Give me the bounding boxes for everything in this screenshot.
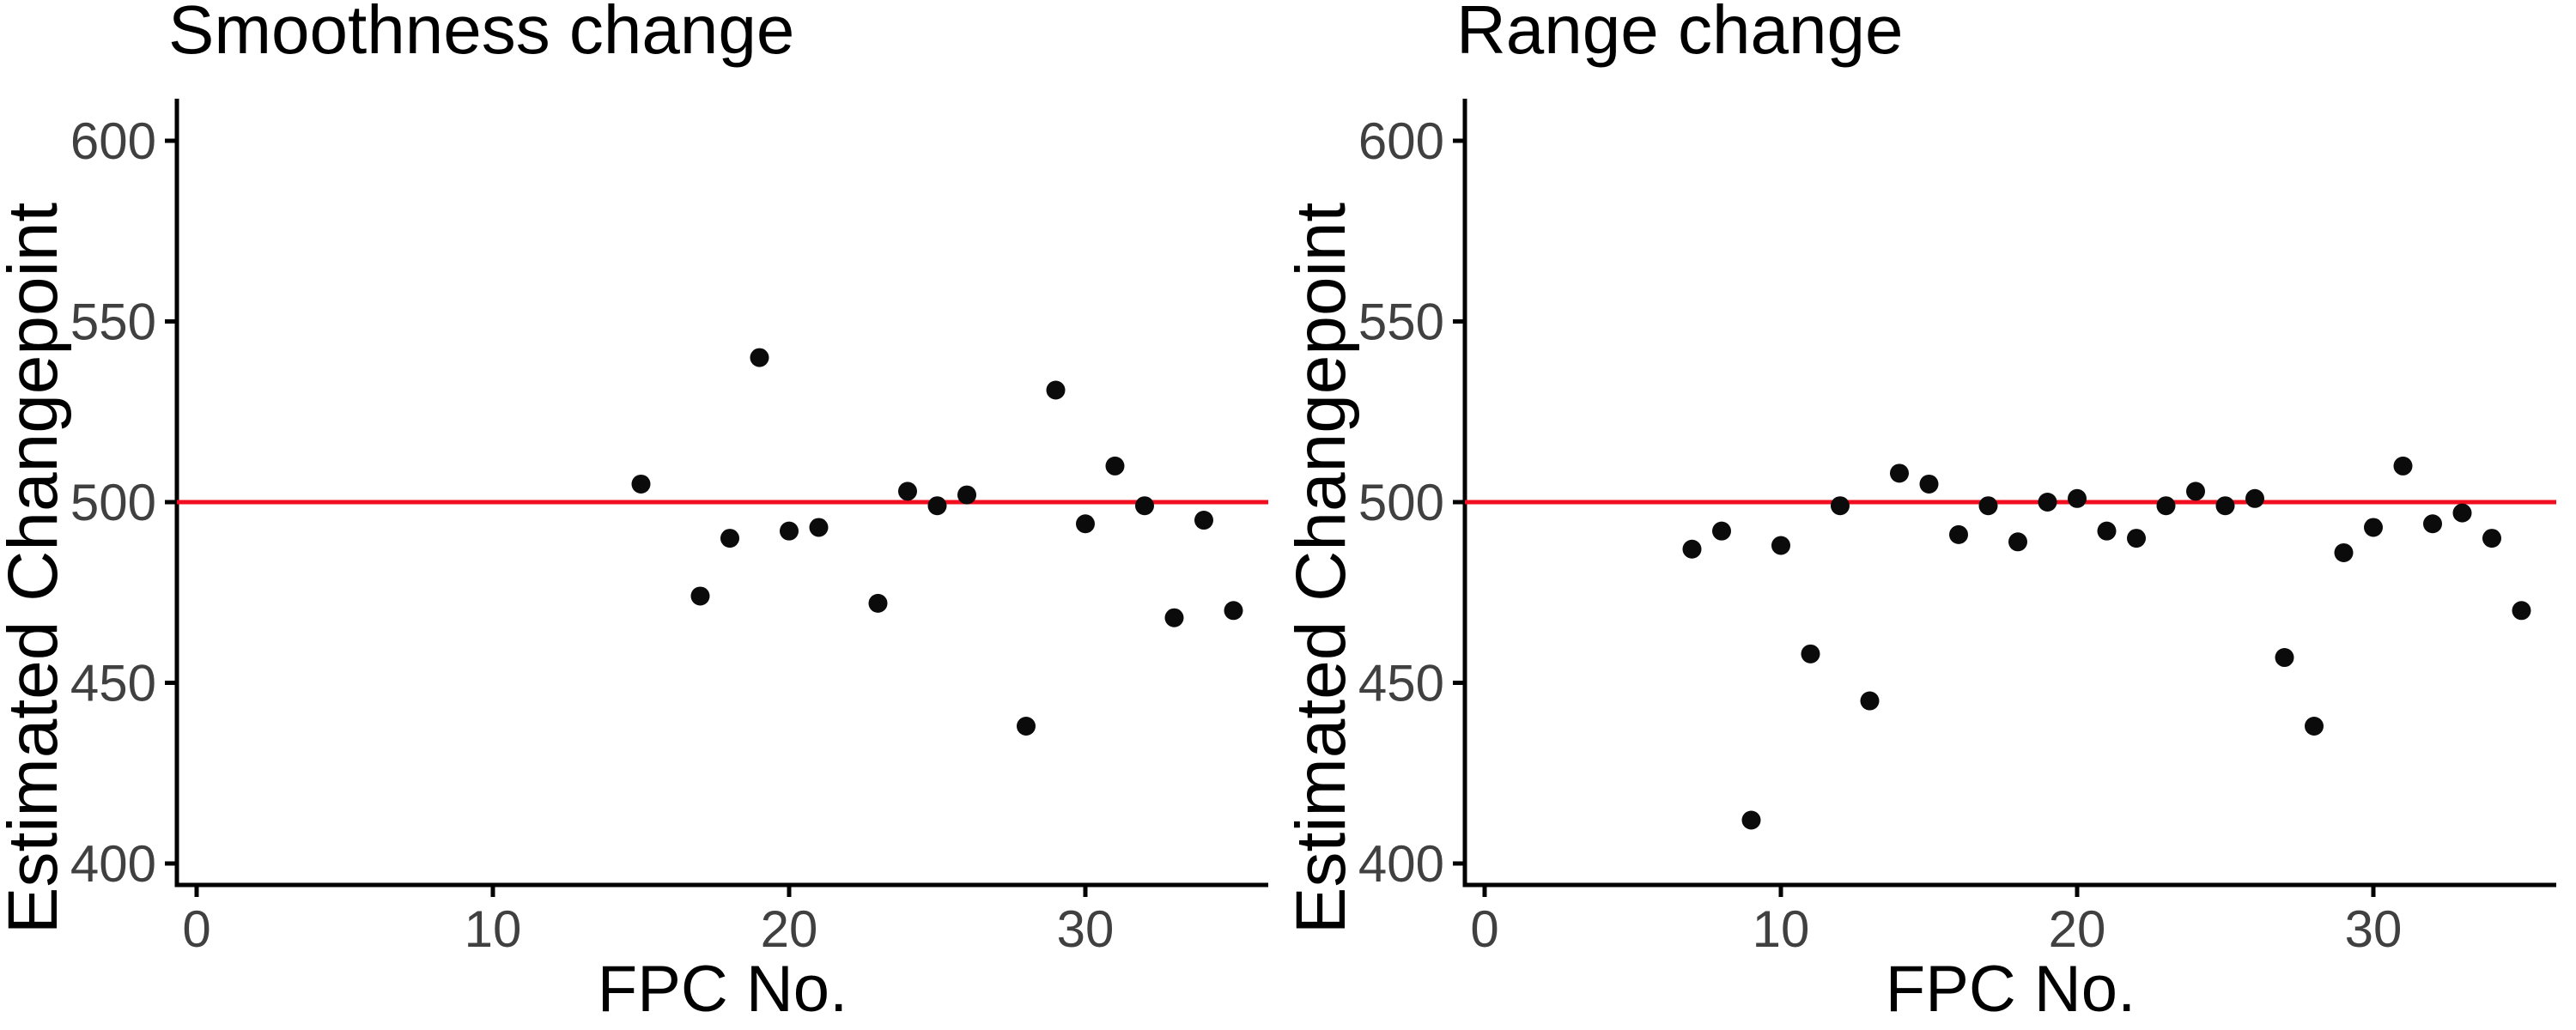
y-tick-label: 550: [70, 294, 156, 351]
data-point: [1771, 536, 1790, 555]
x-tick-label: 0: [182, 900, 210, 958]
y-tick-label: 400: [70, 835, 156, 893]
data-point: [2393, 456, 2413, 476]
y-tick-label: 550: [1358, 294, 1444, 351]
data-point: [1890, 464, 1909, 483]
data-point: [2127, 529, 2146, 548]
panel-title: Smoothness change: [168, 0, 794, 68]
panel-smoothness-change: Smoothness change 400 450 500 550 600 0 10 20 30 F…: [0, 0, 1268, 1026]
data-point: [2008, 532, 2027, 552]
data-point: [868, 593, 888, 613]
y-tick-label: 600: [70, 112, 156, 170]
data-point: [809, 518, 829, 537]
data-point: [1682, 539, 1702, 559]
data-point: [2038, 493, 2057, 512]
data-point: [898, 482, 917, 501]
data-point: [2334, 542, 2354, 562]
panel-range-change: Range change 400 450 500 550 600 0 10 20 30 FPC No…: [1288, 0, 2576, 1030]
y-axis-label: Estimated Changepoint: [0, 203, 72, 935]
data-point: [690, 586, 710, 606]
data-point: [631, 474, 651, 494]
data-point: [2364, 518, 2383, 537]
x-tick-label: 0: [1470, 900, 1498, 958]
data-point: [957, 485, 976, 505]
y-tick-label: 400: [1358, 835, 1444, 893]
data-point: [780, 521, 799, 541]
panel-title: Range change: [1456, 0, 1903, 68]
data-point: [2275, 648, 2294, 668]
data-point: [1224, 601, 1243, 621]
data-point: [1017, 717, 1036, 736]
x-axis-label: FPC No.: [1886, 953, 2136, 1026]
y-tick-label: 450: [1358, 655, 1444, 712]
data-point: [750, 348, 769, 367]
data-point: [1919, 474, 1939, 494]
data-point: [720, 529, 739, 548]
x-tick-label: 20: [2049, 900, 2106, 958]
data-point: [2068, 488, 2087, 508]
data-point: [2245, 488, 2264, 508]
data-point: [2512, 601, 2531, 621]
y-axis-label: Estimated Changepoint: [1288, 203, 1360, 935]
data-point: [1135, 496, 1154, 516]
x-tick-label: 20: [761, 900, 818, 958]
data-point: [2215, 496, 2235, 516]
x-tick-label: 30: [1057, 900, 1115, 958]
data-point: [927, 496, 947, 516]
data-point: [1164, 608, 1184, 627]
data-point: [1741, 810, 1761, 830]
x-tick-label: 10: [1753, 900, 1810, 958]
y-tick-label: 500: [1358, 474, 1444, 531]
data-point: [2186, 482, 2205, 501]
data-point: [1712, 521, 1731, 541]
data-point: [2423, 514, 2442, 534]
y-tick-label: 600: [1358, 112, 1444, 170]
data-point: [1860, 691, 1880, 711]
x-tick-label: 10: [465, 900, 522, 958]
y-tick-label: 500: [70, 474, 156, 531]
data-point: [2452, 503, 2472, 523]
data-point: [2482, 529, 2501, 548]
data-point: [1949, 524, 1968, 544]
data-point: [2156, 496, 2176, 516]
x-axis-label: FPC No.: [598, 953, 848, 1026]
data-point: [1978, 496, 1998, 516]
data-point: [1801, 644, 1820, 663]
data-point: [1831, 496, 1850, 516]
data-point: [2097, 521, 2117, 541]
data-point: [2305, 717, 2324, 736]
x-tick-label: 30: [2345, 900, 2403, 958]
data-point: [1194, 511, 1213, 530]
data-point: [1046, 380, 1066, 400]
y-tick-label: 450: [70, 655, 156, 712]
data-point: [1105, 456, 1125, 476]
data-point: [1076, 514, 1095, 534]
